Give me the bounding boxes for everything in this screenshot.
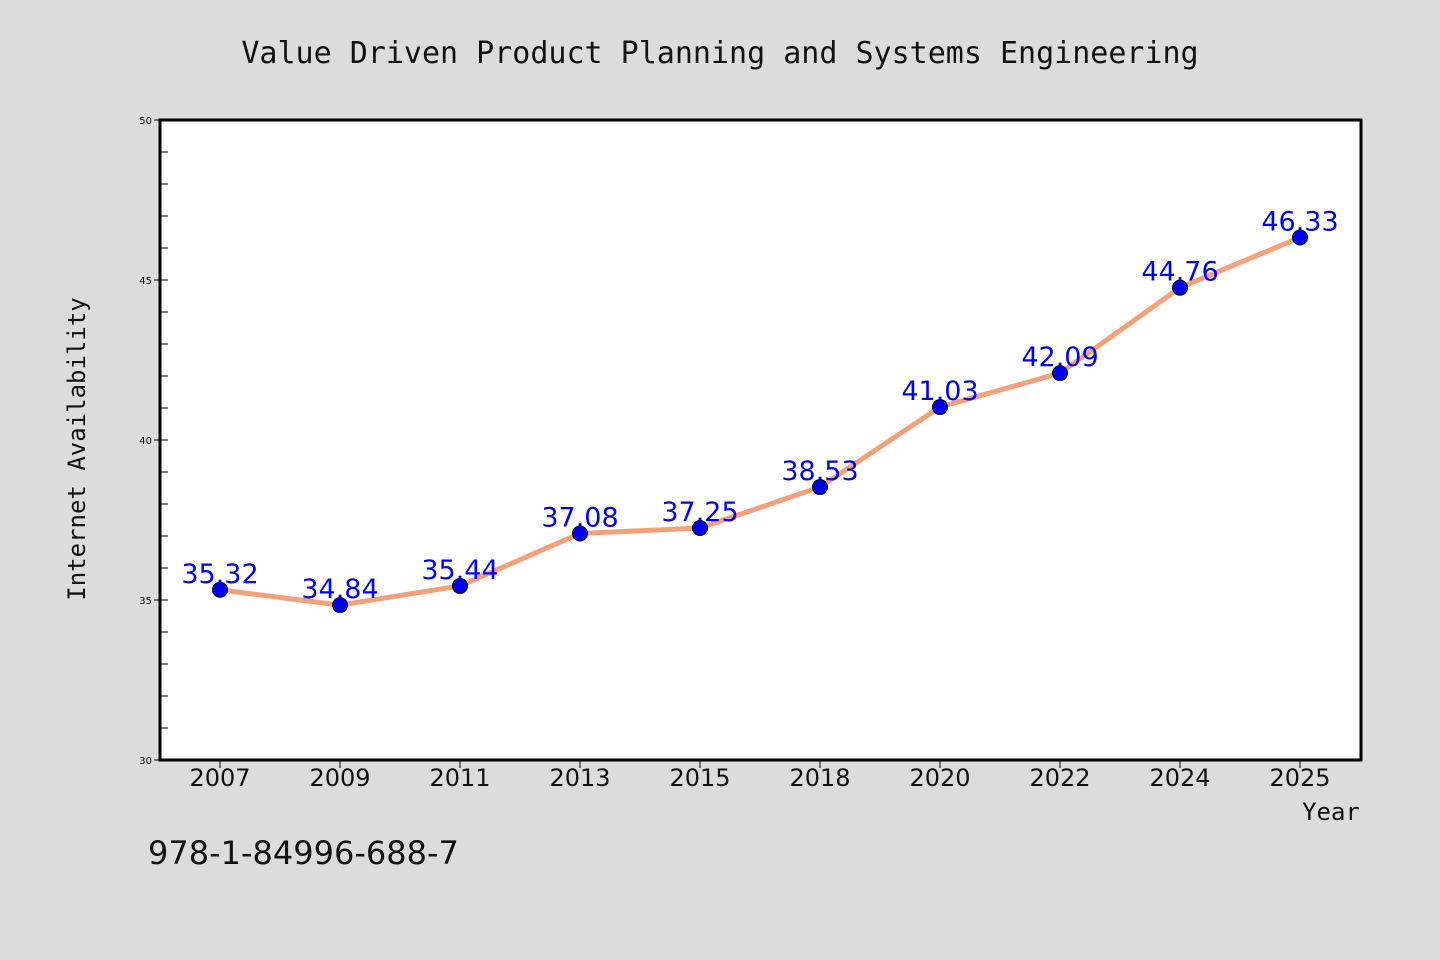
y-tick-label: 30 xyxy=(139,756,152,767)
isbn-footer-text: 978-1-84996-688-7 xyxy=(148,834,459,872)
x-tick-label: 2020 xyxy=(909,764,970,792)
series-marker-group xyxy=(212,229,1308,614)
plot-area xyxy=(158,118,1363,762)
series-line xyxy=(217,234,1303,608)
y-tick-label: 40 xyxy=(139,436,152,447)
x-axis-label: Year xyxy=(1302,798,1360,826)
data-point xyxy=(1292,229,1308,246)
y-tick-label: 50 xyxy=(139,116,152,127)
x-tick-label: 2013 xyxy=(549,764,610,792)
x-tick-label: 2015 xyxy=(669,764,730,792)
data-label: 46.33 xyxy=(1261,206,1338,237)
data-point xyxy=(1172,279,1188,296)
y-axis-label: Internet Availability xyxy=(63,297,91,600)
data-point xyxy=(932,399,948,416)
x-axis: 2007 2009 2011 2013 2015 2018 2020 2022 2024 2025 xyxy=(189,760,1331,792)
data-point xyxy=(452,577,468,594)
data-label: 44.76 xyxy=(1141,257,1218,288)
data-label: 35.32 xyxy=(181,559,258,590)
data-point xyxy=(812,479,828,496)
series-line-group xyxy=(217,234,1303,608)
x-tick-label: 2007 xyxy=(189,764,250,792)
data-label: 37.08 xyxy=(541,502,618,533)
x-tick-label: 2024 xyxy=(1149,764,1210,792)
data-label: 35.44 xyxy=(421,555,498,586)
x-tick-label: 2018 xyxy=(789,764,850,792)
data-label: 42.09 xyxy=(1021,342,1098,373)
y-tick-label: 45 xyxy=(139,276,152,287)
data-point xyxy=(692,520,708,536)
x-tick-label: 2022 xyxy=(1029,764,1090,792)
x-tick-label: 2011 xyxy=(429,764,490,792)
data-point xyxy=(1052,365,1068,382)
data-label: 38.53 xyxy=(781,456,858,487)
data-label: 37.25 xyxy=(661,497,738,528)
data-label: 34.84 xyxy=(301,574,378,605)
y-axis: 30 35 40 45 50 xyxy=(139,116,168,767)
data-label-group: 35.32 34.84 35.44 37.08 37.25 38.53 41.03 42.09… xyxy=(181,206,1338,605)
data-point xyxy=(332,597,348,614)
data-point xyxy=(212,581,228,598)
data-point xyxy=(572,525,588,542)
chart-title: Value Driven Product Planning and System… xyxy=(241,36,1198,71)
data-label: 41.03 xyxy=(901,376,978,407)
x-tick-label: 2025 xyxy=(1269,764,1330,792)
x-tick-label: 2009 xyxy=(309,764,370,792)
y-tick-label: 35 xyxy=(139,596,152,607)
